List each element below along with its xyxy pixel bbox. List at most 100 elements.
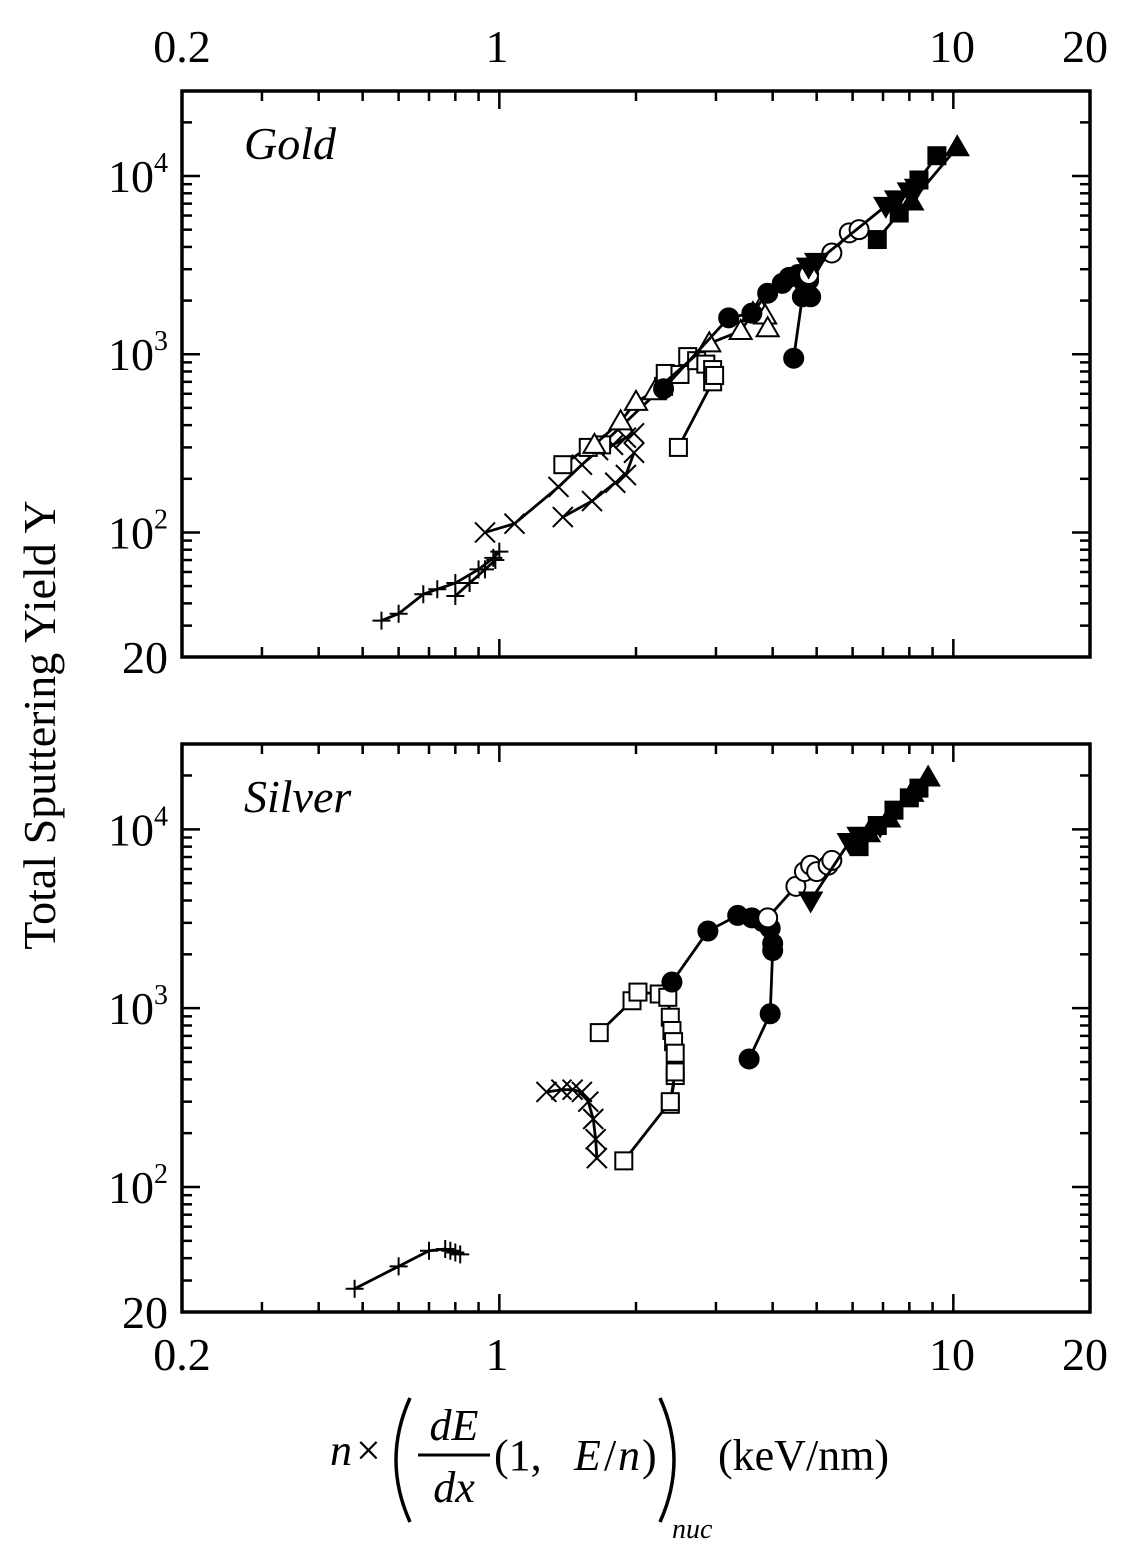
x-tick-label-bottom-0: 0.2 [153,1329,211,1380]
x-label-args-e: E [573,1431,601,1480]
y-tick-label: 102 [108,1159,168,1213]
bottom-x-tick-labels: 0.2 1 10 20 [153,1329,1108,1380]
cross-marker [586,1147,608,1169]
plus-marker [446,586,465,605]
filled-triangle-down-marker [883,190,910,213]
x-label-times: × [356,1426,381,1475]
open-square-marker [614,1151,634,1171]
series-open-cross [474,422,645,544]
series-open-plus [345,1240,470,1298]
series-open-square [589,982,685,1171]
x-label-args-n: n [618,1431,640,1480]
y-tick-label: 102 [108,504,168,558]
series-filled-square [867,146,947,250]
open-triangle-up-marker [623,388,649,411]
filled-circle-marker [697,920,719,942]
y-tick-label: 20 [122,1287,168,1338]
open-square-marker [589,1023,609,1043]
y-tick-labels: 20 102 103 104 [108,801,168,1338]
plus-marker [441,1241,460,1260]
plus-marker [486,551,505,570]
y-axis-label: Total Sputtering Yield Y [14,500,65,950]
plus-marker [389,604,408,623]
plus-marker [490,542,509,561]
cross-marker [561,1078,584,1101]
plus-marker [476,560,495,579]
series-open-plus [372,542,509,630]
filled-circle-marker [653,378,675,400]
gold-panel: 20 102 103 104 Gold [108,89,1092,683]
open-square-marker [665,1043,685,1063]
open-triangle-up-marker [727,318,754,341]
open-square-marker [668,437,688,457]
filled-circle-marker [757,282,779,304]
plus-marker [345,1279,364,1298]
series-filled-circle [661,904,784,1070]
series-open-circle [757,849,843,929]
filled-square-marker [867,230,887,250]
cross-marker [582,1108,604,1130]
filled-circle-marker [759,1003,781,1025]
series-filled-triangle-up [899,134,970,211]
y-tick-label: 20 [122,632,168,683]
cross-marker [571,453,593,476]
series-filled-triangle-up [855,764,941,843]
filled-circle-marker [718,307,740,329]
cross-marker [615,464,637,486]
x-ticks [180,91,1092,657]
plus-marker [414,585,433,604]
filled-circle-marker [661,971,683,993]
series-line [910,146,959,203]
plus-marker [372,611,391,630]
plot-frame [180,89,1092,659]
open-triangle-up-marker [754,315,781,338]
x-tick-label-top-1: 1 [486,21,509,72]
plot-frame [180,742,1092,1314]
x-tick-label-bottom-3: 20 [1062,1329,1108,1380]
y-tick-labels: 20 102 103 104 [108,148,168,683]
x-label-right-paren [658,1397,676,1523]
panel-title: Gold [244,118,337,169]
series-line [454,559,497,598]
x-label-args-slash: / [604,1431,617,1480]
x-tick-label-bottom-2: 10 [929,1329,975,1380]
filled-square-marker [909,170,929,190]
open-square-marker [628,982,648,1002]
y-ticks [182,89,1090,659]
open-square-marker [705,365,725,385]
open-triangle-up-marker [581,431,608,454]
cross-marker [550,1078,573,1101]
open-square-marker [660,1092,680,1112]
top-x-tick-labels: 0.2 1 10 20 [153,21,1108,72]
x-label-units: (keV/nm) [718,1431,889,1480]
open-square-marker [665,1062,685,1082]
filled-triangle-up-marker [855,820,882,843]
x-tick-label-bottom-1: 1 [486,1329,509,1380]
plus-marker [460,574,479,593]
silver-panel: 20 102 103 104 Silver [108,742,1092,1338]
cross-marker [571,1081,593,1103]
x-label-denominator: dx [433,1463,475,1512]
series-line [622,1071,677,1162]
plus-marker [420,1241,439,1260]
filled-triangle-up-marker [944,134,970,157]
y-tick-label: 103 [108,980,168,1034]
open-square-marker [553,455,573,475]
filled-triangle-up-marker [875,805,902,828]
filled-circle-marker [738,1048,760,1070]
cross-marker [581,490,603,512]
filled-triangle-up-marker [899,188,925,211]
filled-circle-marker [783,347,805,369]
x-label-left-paren [394,1397,412,1523]
x-tick-label-top-2: 10 [929,21,975,72]
filled-triangle-up-marker [899,779,925,802]
x-label-subscript: nuc [672,1514,713,1545]
y-tick-label: 104 [108,148,168,202]
filled-triangle-down-marker [803,252,830,275]
cross-marker [584,1128,607,1150]
x-tick-label-top-3: 20 [1062,21,1108,72]
y-tick-label: 104 [108,801,168,855]
x-label-numerator: dE [430,1401,479,1450]
plus-marker [446,1243,465,1262]
